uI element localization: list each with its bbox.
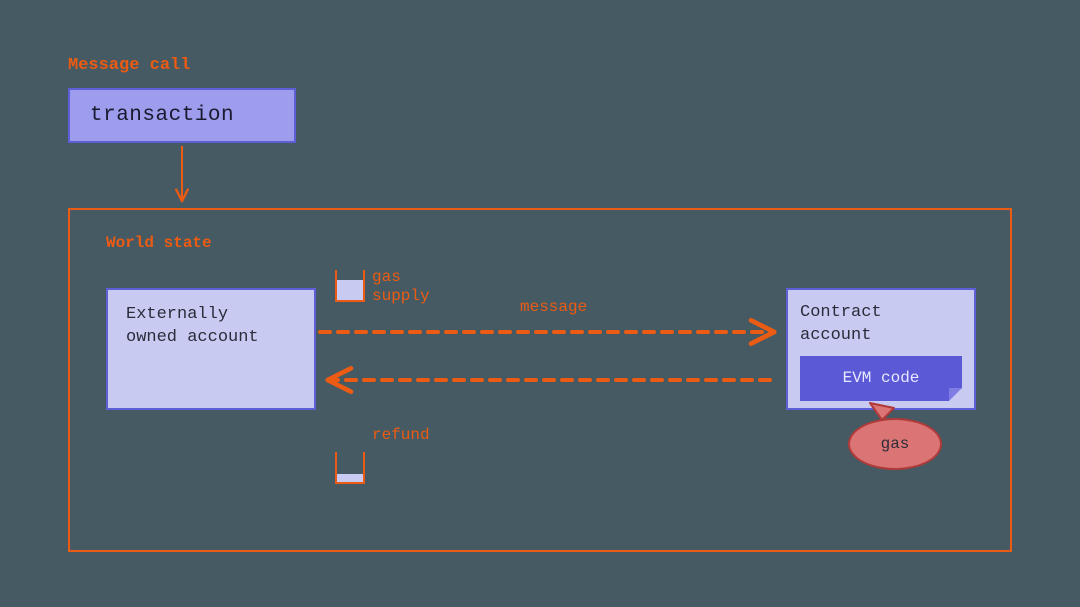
contract-account-box: Contract account EVM code [786, 288, 976, 410]
gas-supply-l1: gas [372, 268, 430, 287]
refund-fill [337, 474, 363, 482]
eoa-line1: Externally [126, 304, 296, 327]
transaction-label: transaction [90, 104, 234, 127]
gas-supply-fill [337, 280, 363, 300]
gas-supply-l2: supply [372, 287, 430, 306]
contract-account-title: Contract account [800, 302, 962, 348]
message-label: message [520, 298, 587, 317]
refund-beaker-icon [335, 452, 365, 484]
gas-bubble: gas [848, 418, 942, 470]
eoa-box: Externally owned account [106, 288, 316, 410]
refund-label: refund [372, 426, 430, 445]
evm-code-box: EVM code [800, 356, 962, 402]
gas-bubble-label: gas [881, 435, 910, 453]
evm-code-label: EVM code [843, 369, 920, 387]
transaction-box: transaction [68, 88, 296, 143]
message-call-title: Message call [68, 56, 190, 75]
eoa-line2: owned account [126, 327, 296, 350]
world-state-title: World state [106, 234, 212, 252]
gas-supply-label: gas supply [372, 268, 430, 306]
gas-supply-beaker-icon [335, 270, 365, 302]
